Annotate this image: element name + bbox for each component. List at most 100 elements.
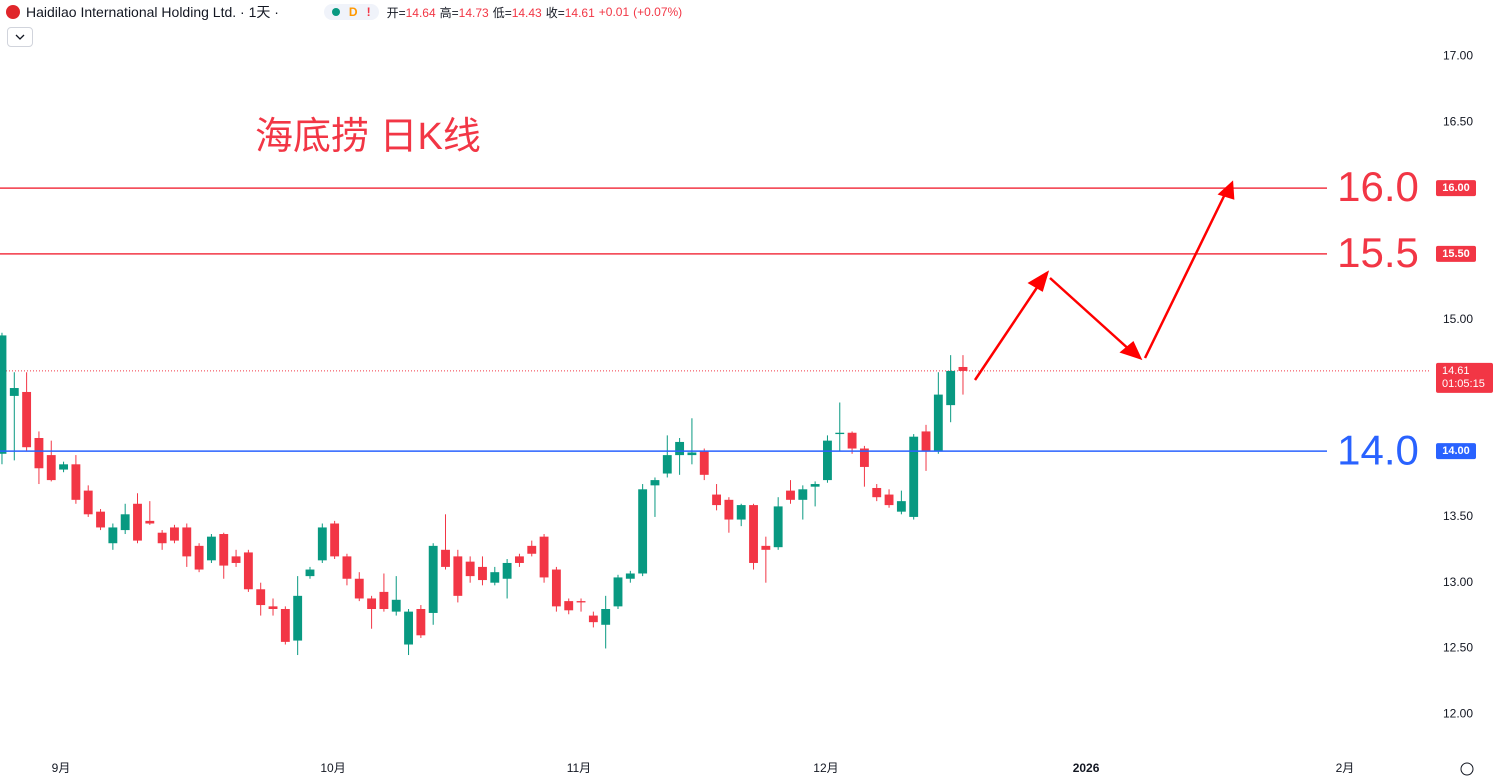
candle-body — [391, 599, 401, 612]
candle-body — [317, 527, 327, 561]
chevron — [15, 34, 25, 40]
ohlc-label: 高= — [439, 5, 459, 20]
candle-body — [108, 527, 118, 544]
candle-body — [921, 431, 931, 452]
y-tick-label: 13.50 — [1443, 509, 1473, 523]
candle-body — [810, 484, 820, 487]
price-badge-value: 14.61 — [1442, 365, 1470, 377]
candle-body — [847, 432, 857, 449]
candle-body — [342, 556, 352, 579]
candle-body — [515, 556, 524, 563]
level-label: 16.0 — [1337, 163, 1419, 210]
x-tick-label: 12月 — [813, 761, 838, 775]
arrow — [1049, 277, 1133, 353]
candle-body — [268, 606, 278, 609]
candle-body — [170, 527, 179, 541]
candle-body — [305, 569, 315, 577]
candle-body — [588, 615, 598, 623]
y-tick-label: 16.50 — [1443, 114, 1473, 128]
candle-body — [22, 391, 32, 448]
candle-body — [761, 545, 771, 550]
candle-body — [428, 545, 438, 613]
candle-body — [416, 608, 426, 636]
candle-body — [539, 536, 549, 578]
candle-body — [231, 556, 241, 563]
settings-icon[interactable] — [1460, 762, 1474, 776]
candle-body — [293, 595, 303, 641]
candle-body — [34, 438, 44, 469]
axis-badge-label: 14.00 — [1442, 445, 1470, 457]
y-tick-label: 15.00 — [1443, 312, 1473, 326]
candle-body — [601, 608, 611, 625]
candle-body — [83, 490, 93, 515]
arrow — [1143, 191, 1228, 359]
badge: D — [348, 5, 358, 19]
candle-body — [749, 505, 758, 563]
axis-badge-label: 16.00 — [1442, 182, 1470, 194]
candle-body — [206, 536, 216, 561]
candle-body — [465, 561, 475, 577]
x-tick-label: 2月 — [1336, 761, 1355, 775]
candle-body — [736, 505, 746, 520]
market-dot — [331, 8, 340, 16]
arrow-head — [1027, 180, 1235, 361]
symbol-icon — [6, 5, 20, 19]
x-tick-label: 11月 — [567, 761, 591, 775]
candle-body — [872, 487, 882, 498]
candle-body — [145, 520, 155, 524]
candle-body — [9, 388, 19, 396]
candle-body — [638, 489, 648, 574]
alert: ! — [366, 5, 371, 19]
candle-body — [0, 335, 7, 454]
candle-body — [946, 370, 956, 406]
candle-body — [133, 503, 142, 541]
candle-body — [625, 573, 635, 579]
candle-body — [798, 489, 808, 500]
candle-body — [527, 545, 537, 554]
ohlc-label: 开= — [386, 5, 406, 20]
candle-body — [564, 601, 574, 611]
candle-body — [884, 494, 894, 506]
candle-body — [687, 452, 697, 456]
change-pct: (+0.07%) — [633, 5, 683, 19]
candle-body — [650, 480, 660, 486]
price-badge — [1436, 362, 1493, 393]
candle-body — [194, 545, 204, 570]
symbol-name[interactable]: Haidilao International Holding Ltd. · 1天… — [26, 4, 279, 20]
candle-body — [675, 441, 685, 456]
candle-body — [909, 436, 919, 517]
annotation: 海底捞 日K线 — [255, 116, 481, 158]
candle-body — [613, 577, 623, 607]
candle-body — [551, 569, 561, 607]
y-tick-label: 17.00 — [1443, 49, 1473, 63]
candle-body — [59, 464, 69, 470]
candle-body — [478, 566, 487, 581]
candle-body — [71, 464, 81, 500]
candle-body — [823, 440, 832, 481]
candle-body — [490, 572, 500, 583]
forecast-arrows — [973, 180, 1235, 381]
candle-body — [773, 506, 783, 548]
x-tick-label: 2026 — [1073, 761, 1100, 775]
candle-body — [933, 394, 943, 452]
change: +0.01 — [598, 5, 630, 19]
candle-body — [712, 494, 722, 506]
candle-body — [835, 432, 845, 435]
legend-header: Haidilao International Holding Ltd. · 1天… — [6, 3, 686, 21]
axis-badge — [1436, 245, 1476, 262]
collapse-button[interactable] — [7, 27, 33, 47]
y-tick-label: 12.00 — [1443, 706, 1473, 720]
y-tick-label: 13.00 — [1443, 575, 1473, 589]
candle-body — [157, 532, 167, 544]
candle-body — [96, 511, 105, 528]
candle-body — [724, 499, 734, 520]
axis-badge — [1436, 180, 1476, 197]
plot: 17.00 16.50 15.00 13.50 13.00 12.50 12.00 9月 10月… — [0, 49, 1493, 775]
candle-body — [379, 591, 389, 609]
countdown: 01:05:15 — [1442, 378, 1485, 390]
axis-badge — [1436, 443, 1476, 460]
status-pill[interactable]: D ! — [323, 4, 379, 20]
candle-body — [404, 611, 413, 645]
